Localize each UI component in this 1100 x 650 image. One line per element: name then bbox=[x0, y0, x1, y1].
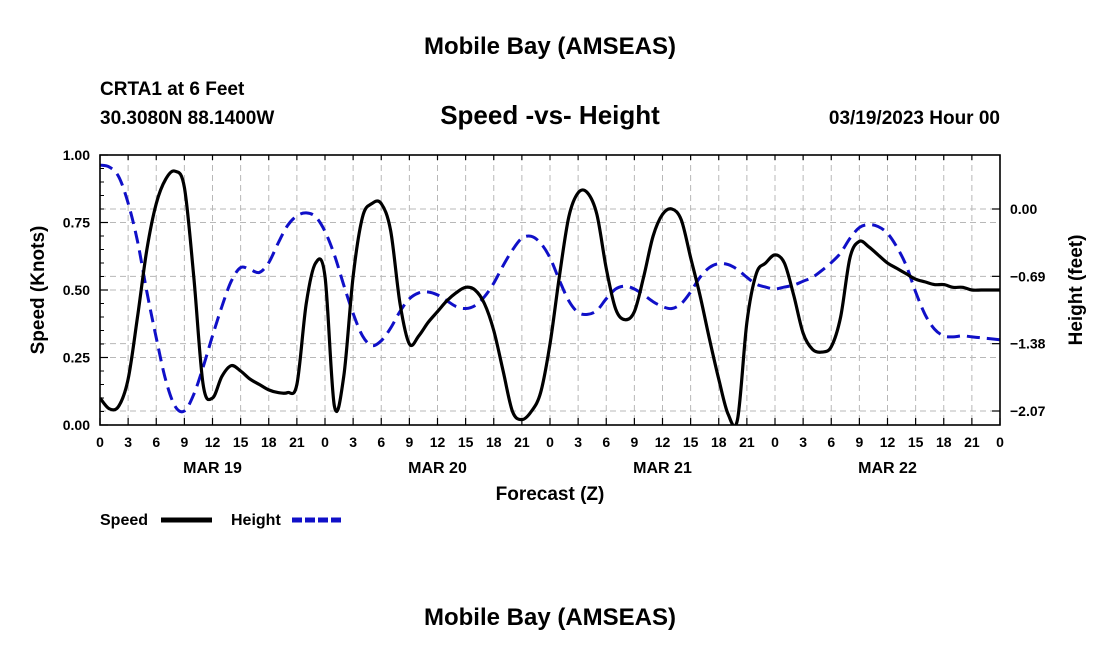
x-tick-label: 18 bbox=[936, 434, 952, 450]
x-tick-label: 15 bbox=[908, 434, 924, 450]
x-tick-label: 9 bbox=[405, 434, 413, 450]
x-tick-label: 6 bbox=[827, 434, 835, 450]
y-tick-label: 0.00 bbox=[63, 417, 90, 433]
height-series-line bbox=[100, 163, 1000, 414]
x-tick-label: 6 bbox=[377, 434, 385, 450]
x-tick-label: 3 bbox=[124, 434, 132, 450]
location-label: 30.3080N 88.1400W bbox=[100, 108, 274, 129]
y-axis-label: Speed (Knots) bbox=[28, 226, 49, 355]
legend-label-height: Height bbox=[231, 512, 281, 529]
day-label: MAR 21 bbox=[633, 460, 692, 477]
x-tick-label: 12 bbox=[655, 434, 671, 450]
x-tick-label: 0 bbox=[996, 434, 1004, 450]
x-tick-label: 9 bbox=[855, 434, 863, 450]
y2-axis-label: Height (feet) bbox=[1066, 235, 1087, 346]
day-label: MAR 19 bbox=[183, 460, 242, 477]
axis-ticks: 0 3 6 9 12 15 18 21 0 3 6 9 12 15 18 21 0 3 6 9 12 15 18 21 0 3 6 9… bbox=[63, 147, 1046, 477]
x-tick-label: 9 bbox=[180, 434, 188, 450]
x-tick-label: 0 bbox=[96, 434, 104, 450]
y-tick-label: 0.50 bbox=[63, 282, 90, 298]
y-tick-label: 1.00 bbox=[63, 147, 90, 163]
legend: Speed Height bbox=[100, 512, 343, 529]
x-tick-label: 6 bbox=[602, 434, 610, 450]
x-tick-label: 3 bbox=[799, 434, 807, 450]
chart-title: Speed -vs- Height bbox=[440, 100, 660, 130]
x-tick-label: 21 bbox=[289, 434, 305, 450]
plot-series bbox=[100, 163, 1000, 425]
x-tick-label: 21 bbox=[964, 434, 980, 450]
x-tick-label: 3 bbox=[574, 434, 582, 450]
x-axis-label: Forecast (Z) bbox=[496, 484, 605, 505]
x-tick-label: 3 bbox=[349, 434, 357, 450]
x-tick-label: 12 bbox=[205, 434, 221, 450]
x-tick-label: 15 bbox=[458, 434, 474, 450]
y-tick-label: 0.25 bbox=[63, 350, 90, 366]
speed-series-line bbox=[100, 169, 1000, 425]
x-tick-label: 12 bbox=[430, 434, 446, 450]
x-tick-label: 0 bbox=[771, 434, 779, 450]
x-tick-label: 18 bbox=[486, 434, 502, 450]
x-tick-label: 12 bbox=[880, 434, 896, 450]
x-tick-label: 0 bbox=[546, 434, 554, 450]
x-tick-label: 9 bbox=[630, 434, 638, 450]
day-label: MAR 22 bbox=[858, 460, 917, 477]
day-label: MAR 20 bbox=[408, 460, 467, 477]
y2-tick-label: −0.69 bbox=[1010, 268, 1046, 284]
top-title: Mobile Bay (AMSEAS) bbox=[424, 33, 676, 60]
legend-label-speed: Speed bbox=[100, 512, 148, 529]
x-tick-label: 18 bbox=[261, 434, 277, 450]
grid-lines bbox=[100, 155, 1000, 425]
x-tick-label: 0 bbox=[321, 434, 329, 450]
x-tick-label: 6 bbox=[152, 434, 160, 450]
station-label: CRTA1 at 6 Feet bbox=[100, 79, 245, 100]
y2-tick-label: −2.07 bbox=[1010, 403, 1046, 419]
x-tick-label: 15 bbox=[233, 434, 249, 450]
x-tick-label: 21 bbox=[514, 434, 530, 450]
x-tick-label: 15 bbox=[683, 434, 699, 450]
y2-tick-label: 0.00 bbox=[1010, 201, 1037, 217]
y-tick-label: 0.75 bbox=[63, 215, 90, 231]
y2-tick-label: −1.38 bbox=[1010, 336, 1046, 352]
bottom-title: Mobile Bay (AMSEAS) bbox=[424, 604, 676, 631]
x-tick-label: 21 bbox=[739, 434, 755, 450]
forecast-date: 03/19/2023 Hour 00 bbox=[829, 108, 1000, 129]
x-tick-label: 18 bbox=[711, 434, 727, 450]
